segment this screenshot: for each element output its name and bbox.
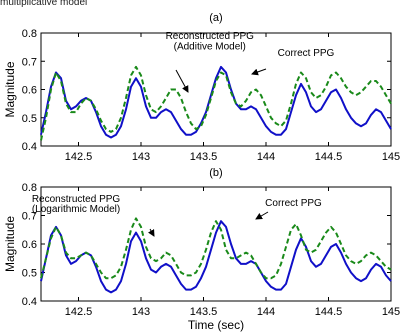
panel-b-ytick-label: 0.4 xyxy=(22,296,37,308)
caption-fragment: multiplicative model xyxy=(0,0,88,8)
panel-b-series-reconstructed-ppg xyxy=(40,217,392,280)
panel-a-ylabel: Magnitude xyxy=(3,61,17,117)
panel-b-annotation: (Logarithmic Model) xyxy=(32,204,120,215)
panel-a-arrow-correct xyxy=(251,68,267,76)
panel-b-ylabel: Magnitude xyxy=(3,216,17,272)
panel-a-xtick-label: 142.5 xyxy=(65,151,93,163)
panel-b-arrow-correct xyxy=(255,211,269,220)
panel-b-xtick-label: 144 xyxy=(257,306,275,318)
panel-a-xtick-label: 143 xyxy=(132,151,150,163)
panel-b-ytick-label: 0.5 xyxy=(22,268,37,280)
panel-b-xtick-label: 143.5 xyxy=(190,306,218,318)
panel-a-ytick-label: 0.8 xyxy=(22,28,37,40)
panel-b-xlabel: Time (sec) xyxy=(188,318,244,332)
panel-b-ytick-label: 0.7 xyxy=(22,211,37,223)
panel-a-ytick-label: 0.7 xyxy=(22,56,37,68)
panel-b-annotation: Correct PPG xyxy=(265,198,322,209)
panel-a: (a) 0.4 0.5 0.6 0.7 0.8 142.5 143 143.5 144 144.5 1… xyxy=(3,12,400,163)
panel-b-xtick-label: 144.5 xyxy=(315,306,343,318)
panel-a-ytick-label: 0.6 xyxy=(22,85,37,97)
panel-b-arrow-reconstructed xyxy=(147,228,155,237)
panel-a-annotation: Reconstructed PPG xyxy=(166,31,255,42)
panel-a-xtick-label: 144.5 xyxy=(315,151,343,163)
panel-a-series-correct-ppg xyxy=(40,65,392,139)
panel-a-ytick-label: 0.5 xyxy=(22,113,37,125)
panel-a-ytick-label: 0.4 xyxy=(22,141,37,153)
panel-b-ytick-label: 0.8 xyxy=(22,182,37,194)
panel-a-xtick-label: 143.5 xyxy=(190,151,218,163)
panel-a-annotation: (Additive Model) xyxy=(174,41,246,52)
panel-b-xtick-label: 143 xyxy=(132,306,150,318)
panel-a-arrow-reconstructed xyxy=(175,69,189,93)
panel-a-annotation: Correct PPG xyxy=(278,48,335,59)
panel-b-ytick-label: 0.6 xyxy=(22,239,37,251)
panel-b-xtick-label: 142.5 xyxy=(65,306,93,318)
panel-b-annotation: Reconstructed PPG xyxy=(32,194,121,205)
panel-a-title: (a) xyxy=(209,12,222,24)
panel-a-xtick-label: 145 xyxy=(382,151,400,163)
panel-b-series-correct-ppg xyxy=(40,220,392,294)
panel-a-xtick-label: 144 xyxy=(257,151,275,163)
panel-b-xtick-label: 145 xyxy=(382,306,400,318)
panel-b-title: (b) xyxy=(209,167,222,179)
panel-b: (b) 0.4 0.5 0.6 0.7 0.8 142.5 143 143.5 144 144.5 1… xyxy=(3,167,400,332)
